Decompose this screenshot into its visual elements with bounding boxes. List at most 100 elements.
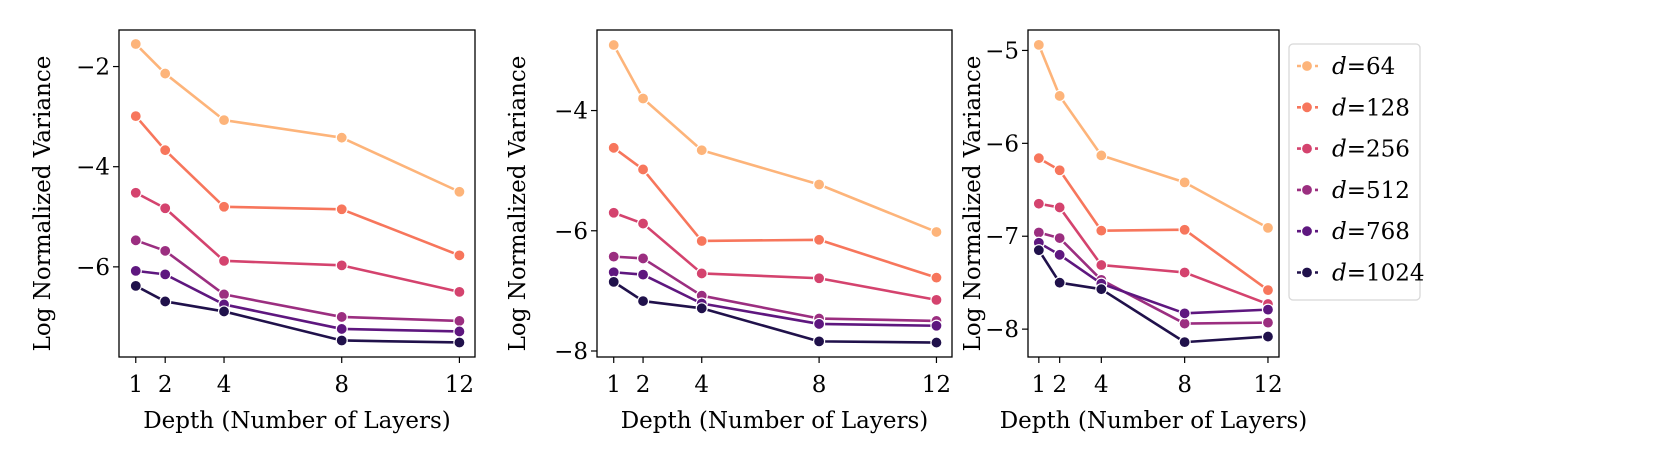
y-tick-label: −6: [76, 255, 110, 281]
series-line-d=768: [613, 270, 937, 328]
legend-item-d=256: d=256: [1297, 137, 1410, 163]
x-tick-label: 12: [1253, 372, 1282, 398]
data-point-d=1024-x4: [695, 302, 708, 315]
data-point-d=128-x2: [636, 163, 650, 176]
y-tick-label: −2: [76, 55, 110, 81]
x-tick-label: 12: [445, 372, 474, 398]
x-tick-label: 4: [217, 372, 232, 398]
legend-dot-marker: [1300, 225, 1314, 238]
chart-panel-3: 1 2 4 8 12 −5 −6 −7 −8 Depth (Number of Layers) Lo…: [960, 29, 1308, 434]
data-point-d=1024-x12: [1261, 330, 1275, 343]
data-point-d=256-x1: [1032, 197, 1045, 210]
data-point-d=768-x2: [636, 268, 650, 281]
x-tick-label: 8: [334, 372, 349, 398]
legend-dot-marker: [1300, 266, 1314, 279]
data-point-d=128-x4: [1095, 224, 1108, 237]
data-point-d=1024-x1: [129, 279, 142, 292]
x-tick-label: 2: [636, 372, 651, 398]
data-point-d=1024-x2: [636, 294, 650, 308]
legend-dot-marker: [1300, 142, 1314, 155]
data-point-d=1024-x2: [1053, 276, 1066, 289]
y-tick-label: −4: [76, 155, 110, 181]
legend-dot-marker: [1300, 183, 1314, 196]
data-point-d=1024-x4: [1095, 283, 1108, 296]
series-line-d=64: [612, 44, 937, 234]
x-tick-label: 1: [606, 372, 621, 398]
data-point-d=64-x2: [636, 92, 650, 105]
data-point-d=256-x2: [159, 202, 172, 215]
chart-panel-2: 1 2 4 8 12 −4 −6 −8 Depth (Number of Layers) Log …: [505, 29, 953, 434]
axes-frame: [1027, 29, 1280, 358]
x-tick-label: 8: [812, 372, 827, 398]
legend-item-d=512: d=512: [1297, 178, 1410, 204]
y-tick-label: −8: [554, 339, 588, 365]
y-axis-label: Log Normalized Variance: [960, 56, 986, 352]
legend-label: d=512: [1332, 178, 1410, 204]
x-axis-label: Depth (Number of Layers): [143, 408, 451, 434]
data-point-d=128-x8: [812, 233, 826, 246]
data-point-d=768-x12: [453, 325, 466, 338]
legend-item-d=64: d=64: [1297, 54, 1395, 80]
data-point-d=512-x12: [453, 314, 466, 328]
y-tick-label: −4: [554, 99, 588, 125]
data-point-d=256-x12: [930, 293, 943, 306]
data-point-d=128-x8: [1178, 223, 1191, 236]
data-point-d=512-x8: [335, 310, 348, 324]
data-point-d=1024-x12: [453, 336, 466, 349]
data-point-d=512-x1: [607, 250, 620, 263]
legend-dot-marker: [1300, 101, 1314, 114]
data-point-d=64-x4: [217, 114, 231, 127]
legend-box: [1288, 43, 1421, 301]
data-point-d=128-x8: [335, 203, 348, 216]
data-point-d=512-x1: [1032, 226, 1045, 239]
legend-item-d=768: d=768: [1297, 219, 1410, 245]
x-tick-label: 1: [128, 372, 143, 398]
legend-label: d=256: [1332, 137, 1410, 163]
legend-label: d=64: [1332, 54, 1395, 80]
data-point-d=128-x1: [129, 110, 142, 123]
data-point-d=256-x8: [1178, 266, 1191, 279]
data-point-d=768-x2: [159, 268, 172, 281]
data-point-d=64-x8: [1178, 176, 1191, 189]
y-tick-label: −6: [554, 219, 588, 245]
data-point-d=128-x1: [607, 141, 620, 154]
axes-frame: [596, 29, 953, 358]
data-point-d=1024-x12: [930, 336, 943, 349]
legend-item-d=1024: d=1024: [1297, 261, 1425, 287]
data-point-d=128-x12: [1261, 284, 1275, 297]
data-point-d=1024-x8: [335, 334, 348, 347]
series-line-d=64: [1037, 44, 1269, 230]
y-axis-label: Log Normalized Variance: [505, 56, 531, 352]
data-point-d=512-x1: [129, 234, 142, 247]
x-axis-label: Depth (Number of Layers): [621, 408, 929, 434]
data-point-d=768-x12: [930, 319, 943, 332]
y-tick-label: −6: [985, 131, 1019, 157]
series-line-d=128: [134, 115, 460, 257]
x-axis-label: Depth (Number of Layers): [1000, 408, 1308, 434]
data-point-d=768-x1: [129, 264, 142, 277]
x-tick-label: 1: [1032, 372, 1047, 398]
series-line-d=256: [1038, 202, 1269, 306]
data-point-d=256-x8: [812, 272, 826, 285]
data-point-d=1024-x8: [1178, 336, 1191, 349]
data-point-d=512-x2: [636, 252, 650, 265]
data-point-d=64-x4: [695, 144, 708, 157]
data-point-d=512-x2: [159, 244, 172, 257]
data-point-d=128-x1: [1032, 152, 1045, 165]
data-point-d=64-x1: [129, 37, 142, 51]
data-point-d=256-x2: [1053, 201, 1066, 214]
x-tick-label: 12: [922, 372, 951, 398]
data-point-d=64-x12: [453, 185, 466, 198]
data-point-d=1024-x4: [217, 305, 231, 318]
data-point-d=768-x2: [1053, 248, 1066, 261]
data-point-d=128-x12: [930, 271, 943, 284]
y-axis-label: Log Normalized Variance: [30, 56, 56, 352]
data-point-d=1024-x1: [607, 275, 620, 288]
data-point-d=256-x4: [1095, 258, 1108, 272]
x-tick-label: 2: [1052, 372, 1067, 398]
series-line-d=512: [613, 255, 937, 323]
data-point-d=128-x2: [1053, 164, 1066, 177]
data-point-d=64-x12: [930, 225, 943, 239]
data-point-d=256-x12: [453, 285, 466, 299]
